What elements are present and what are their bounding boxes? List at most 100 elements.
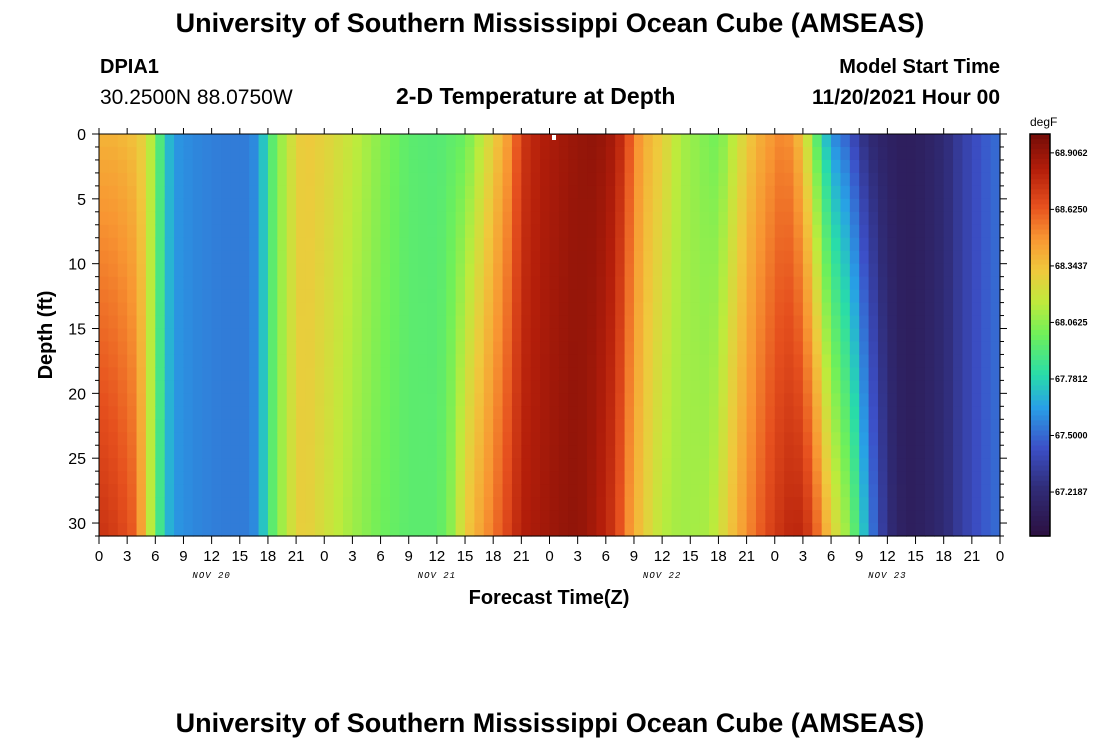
heatmap-cell [127,185,138,200]
heatmap-cell [493,198,504,213]
heatmap-cell [877,432,888,446]
x-tick-label: 15 [457,548,474,565]
heatmap-cell [155,302,166,317]
heatmap-cell [192,224,203,239]
heatmap-cell [474,211,485,226]
heatmap-cell [746,250,757,265]
heatmap-cell [896,393,907,407]
heatmap-cell [389,146,400,161]
heatmap-cell [183,471,194,485]
heatmap-cell [371,484,382,498]
heatmap-cell [127,302,138,317]
heatmap-cell [558,523,569,537]
heatmap-cell [765,367,776,381]
heatmap-cell [840,419,851,433]
heatmap-cell [474,341,485,356]
heatmap-cell [258,445,269,459]
heatmap-cell [540,211,551,226]
heatmap-cell [924,367,935,381]
heatmap-cell [211,523,222,537]
heatmap-cell [540,159,551,174]
heatmap-cell [99,484,109,498]
heatmap-cell [943,484,954,498]
colorbar-segment [1030,259,1050,266]
heatmap-cell [746,315,757,330]
heatmap-cell [915,134,926,148]
heatmap-cell [465,419,476,433]
heatmap-cell [436,367,447,381]
heatmap-cell [877,341,888,356]
heatmap-cell [427,510,438,524]
heatmap-cell [784,523,795,537]
heatmap-cell [690,146,701,161]
heatmap-cell [802,510,813,524]
heatmap-cell [577,367,588,381]
heatmap-cell [990,419,1001,433]
heatmap-cell [868,367,879,381]
heatmap-cell [953,380,964,394]
heatmap-cell [483,341,494,356]
heatmap-cell [483,471,494,485]
heatmap-cell [174,263,185,278]
heatmap-cell [117,328,128,343]
heatmap-cell [981,445,992,459]
heatmap-cell [230,510,241,524]
heatmap-cell [718,354,729,369]
heatmap-cell [465,315,476,330]
heatmap-cell [399,134,410,148]
heatmap-cell [211,134,222,148]
heatmap-cell [230,328,241,343]
heatmap-cell [127,484,138,498]
heatmap-cell [765,341,776,356]
heatmap-cell [971,341,982,356]
heatmap-cell [831,159,842,174]
heatmap-cell [502,250,513,265]
heatmap-cell [699,172,710,187]
heatmap-cell [690,276,701,291]
heatmap-cell [680,419,691,433]
colorbar-segment [1030,279,1050,286]
heatmap-cell [709,237,720,252]
colorbar-segment [1030,420,1050,427]
heatmap-cell [202,393,213,407]
heatmap-cell [511,224,522,239]
heatmap-cell [605,172,616,187]
heatmap-cell [784,380,795,394]
heatmap-cell [953,250,964,265]
heatmap-cell [934,432,945,446]
heatmap-cell [399,185,410,200]
heatmap-cell [371,211,382,226]
heatmap-cell [868,497,879,511]
heatmap-cell [652,406,663,420]
heatmap-cell [596,134,607,148]
heatmap-cell [455,367,466,381]
heatmap-cell [981,315,992,330]
heatmap-cell [671,406,682,420]
heatmap-cell [859,406,870,420]
station-coordinates: 30.2500N 88.0750W [100,86,293,109]
x-tick-label: 21 [288,548,305,565]
heatmap-cell [249,146,260,161]
heatmap-cell [192,341,203,356]
heatmap-cell [155,367,166,381]
heatmap-cell [286,458,297,472]
heatmap-cell [906,523,917,537]
heatmap-cell [286,471,297,485]
heatmap-cell [267,185,278,200]
heatmap-cell [943,380,954,394]
heatmap-cell [483,445,494,459]
heatmap-cell [117,211,128,226]
heatmap-cell [549,263,560,278]
heatmap-cell [267,354,278,369]
heatmap-cell [540,393,551,407]
heatmap-cell [446,159,457,174]
heatmap-cell [643,134,654,148]
heatmap-cell [127,341,138,356]
heatmap-cell [849,341,860,356]
heatmap-cell [446,146,457,161]
heatmap-cell [859,367,870,381]
heatmap-cell [953,263,964,278]
heatmap-cell [202,510,213,524]
heatmap-cell [755,146,766,161]
heatmap-cell [587,134,598,148]
